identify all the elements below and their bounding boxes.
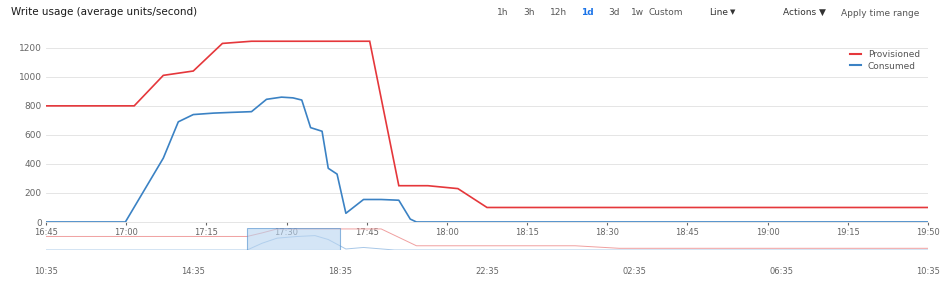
Text: 18:35: 18:35	[328, 268, 352, 276]
Text: Apply time range: Apply time range	[841, 9, 919, 18]
Text: 3d: 3d	[608, 8, 619, 17]
Text: 1h: 1h	[497, 8, 508, 17]
Legend: Provisioned, Consumed: Provisioned, Consumed	[846, 46, 923, 74]
Text: Actions ▼: Actions ▼	[783, 8, 826, 17]
Text: Line: Line	[710, 8, 728, 17]
Text: 06:35: 06:35	[769, 268, 793, 276]
Text: Write usage (average units/second): Write usage (average units/second)	[11, 7, 198, 17]
Text: 12h: 12h	[550, 8, 567, 17]
Text: ▼: ▼	[730, 9, 736, 15]
Text: 3h: 3h	[523, 8, 534, 17]
Text: 14:35: 14:35	[181, 268, 205, 276]
Text: 22:35: 22:35	[475, 268, 499, 276]
Text: 10:35: 10:35	[916, 268, 940, 276]
Text: Custom: Custom	[649, 8, 683, 17]
Bar	[247, 228, 340, 250]
Text: 1d: 1d	[581, 8, 594, 17]
Text: 10:35: 10:35	[34, 268, 58, 276]
Text: 02:35: 02:35	[622, 268, 646, 276]
Text: 1w: 1w	[630, 8, 644, 17]
